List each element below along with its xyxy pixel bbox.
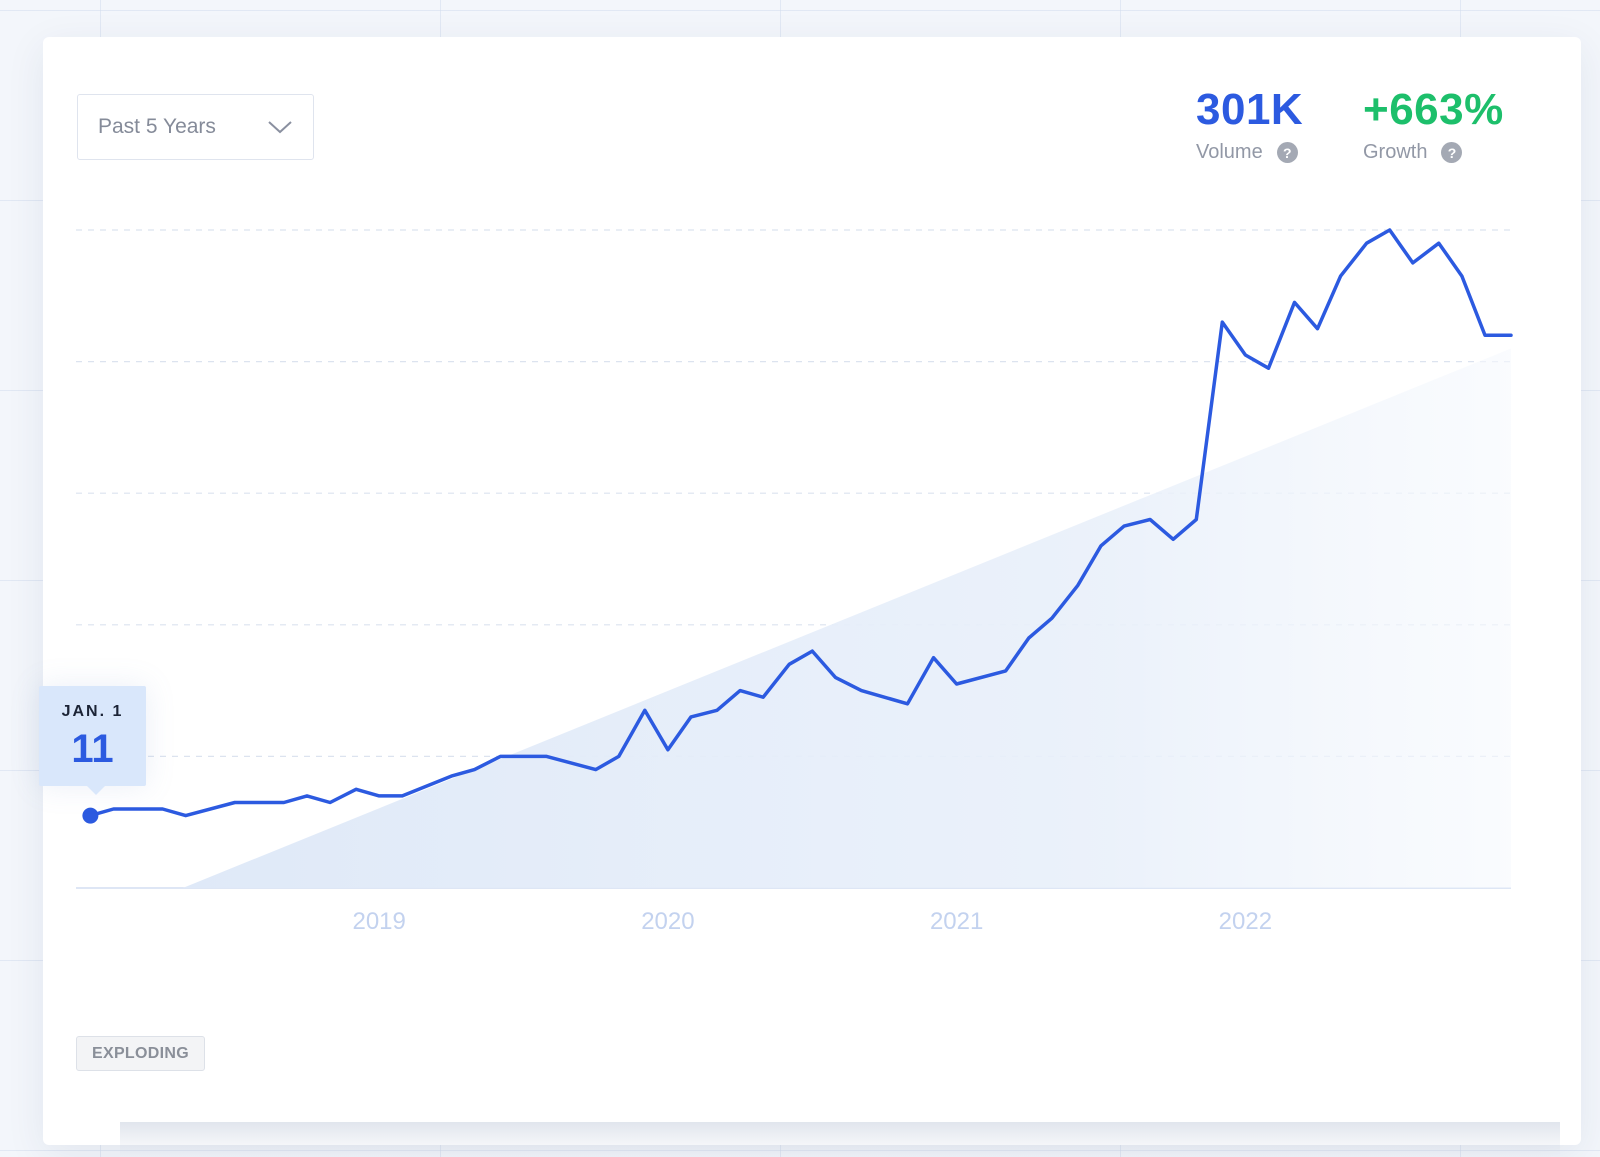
volume-value: 301K [1196, 85, 1304, 134]
question-circle-icon[interactable]: ? [1441, 142, 1463, 163]
highlighted-point [82, 807, 99, 824]
x-tick-label: 2020 [641, 908, 694, 935]
growth-stat: +663% Growth ? [1363, 85, 1504, 164]
tooltip-date: JAN. 1 [61, 703, 124, 720]
growth-value: +663% [1363, 85, 1504, 134]
trend-band [182, 348, 1512, 888]
trend-card: Past 5 Years 301K Volume ? +663% Growth … [39, 37, 1581, 1145]
x-tick-label: 2022 [1219, 908, 1272, 935]
question-circle-icon[interactable]: ? [1276, 142, 1298, 163]
trend-status-badge: EXPLODING [76, 1036, 205, 1071]
volume-stat: 301K Volume ? [1196, 85, 1303, 164]
trend-chart: 2019 2020 2021 2022 [76, 228, 1513, 935]
trend-status-label: EXPLODING [92, 1044, 189, 1062]
volume-label: Volume [1196, 141, 1263, 163]
time-range-dropdown[interactable]: Past 5 Years [77, 94, 314, 160]
growth-label: Growth [1363, 141, 1428, 163]
card-shadow [120, 1122, 1560, 1157]
x-tick-label: 2021 [930, 908, 983, 935]
x-tick-label: 2019 [352, 908, 405, 935]
data-point-tooltip: JAN. 1 11 [39, 686, 146, 795]
chevron-down-icon [268, 121, 292, 134]
tooltip-value: 11 [71, 727, 114, 771]
time-range-label: Past 5 Years [98, 115, 216, 138]
